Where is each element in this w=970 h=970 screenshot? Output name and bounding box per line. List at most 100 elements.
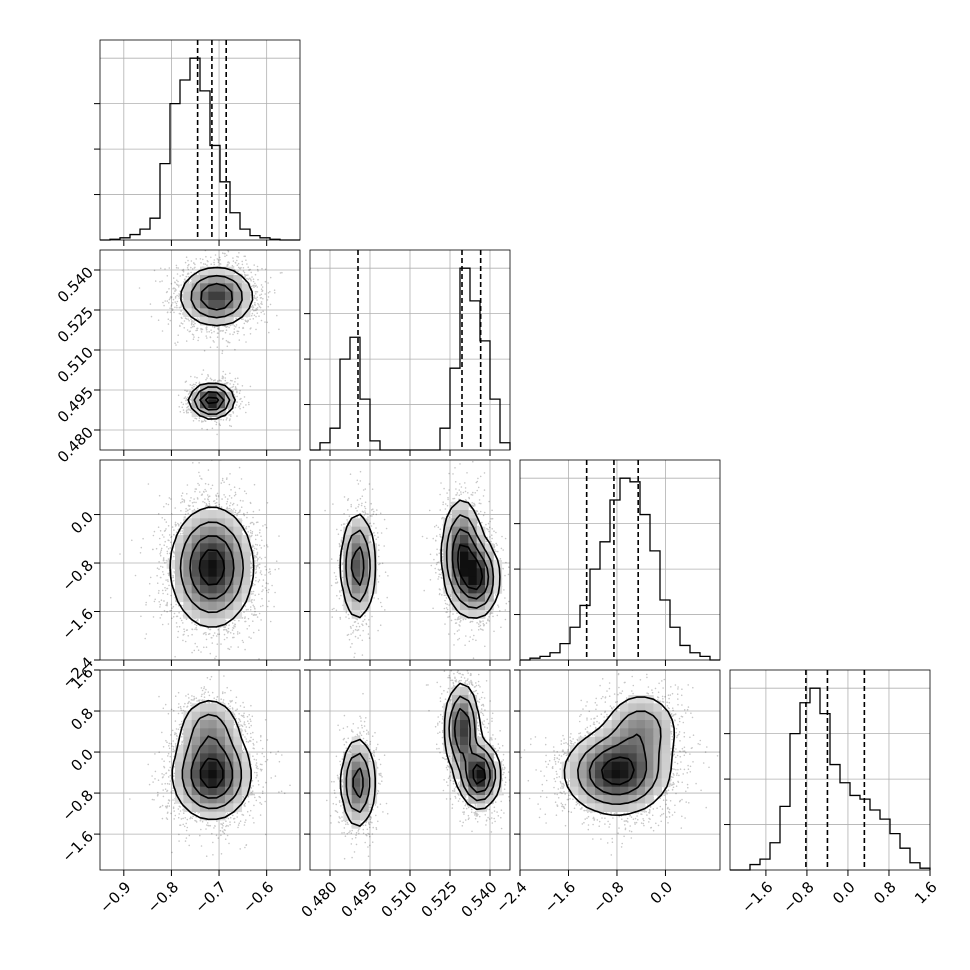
density-cell bbox=[653, 728, 663, 738]
density-cell bbox=[225, 593, 234, 603]
density-cell bbox=[225, 610, 234, 619]
density-cell bbox=[216, 283, 226, 293]
density-contour bbox=[563, 696, 676, 816]
density-cell bbox=[343, 753, 353, 763]
density-contour bbox=[350, 528, 490, 600]
density-cell bbox=[200, 283, 209, 293]
density-cell bbox=[208, 283, 218, 293]
density-cell bbox=[595, 778, 604, 788]
density-cell bbox=[241, 778, 251, 788]
density-cell bbox=[175, 535, 184, 544]
density-cell bbox=[343, 593, 353, 603]
density-cell bbox=[603, 761, 613, 771]
density-cell bbox=[443, 518, 453, 528]
x-tick-label: 0.540 bbox=[458, 878, 501, 921]
density-cell bbox=[191, 728, 201, 738]
density-cell bbox=[233, 543, 243, 553]
density-cell bbox=[661, 711, 671, 721]
density-cell bbox=[368, 585, 378, 594]
histogram-step bbox=[520, 477, 720, 661]
density-cell bbox=[460, 778, 469, 788]
density-cell bbox=[216, 618, 226, 628]
density-cell bbox=[225, 400, 234, 409]
density-cell bbox=[208, 618, 218, 628]
density-cell bbox=[476, 761, 486, 771]
density-cell bbox=[225, 728, 234, 738]
density-cell bbox=[561, 761, 571, 771]
density-cell bbox=[191, 283, 201, 293]
density-cell bbox=[216, 786, 226, 796]
density-cell bbox=[485, 543, 494, 553]
density-cell bbox=[216, 510, 226, 519]
density-contour bbox=[588, 733, 648, 796]
density-cell bbox=[351, 601, 361, 611]
density-cell bbox=[620, 786, 629, 796]
density-cell bbox=[351, 593, 361, 603]
density-cell bbox=[620, 761, 629, 771]
density-cell bbox=[620, 770, 629, 779]
x-tick-label: −0.8 bbox=[779, 878, 817, 916]
density-cell bbox=[175, 568, 184, 578]
density-cell bbox=[451, 593, 461, 603]
density-cell bbox=[468, 518, 478, 528]
density-cell bbox=[468, 778, 478, 788]
density-cell bbox=[360, 770, 369, 779]
density-cell bbox=[225, 551, 234, 561]
density-cell bbox=[645, 753, 654, 763]
density-cell bbox=[183, 601, 193, 611]
y-tick-label: 0.510 bbox=[54, 343, 97, 386]
density-cell bbox=[468, 795, 478, 804]
density-cell bbox=[485, 568, 494, 578]
density-cell bbox=[628, 753, 638, 763]
density-cell bbox=[200, 560, 209, 569]
density-cell bbox=[200, 551, 209, 561]
density-cell bbox=[351, 803, 361, 813]
density-cell bbox=[200, 593, 209, 603]
density-cell bbox=[175, 786, 184, 796]
density-cell bbox=[611, 761, 621, 771]
density-cell bbox=[233, 560, 243, 569]
density-cell bbox=[225, 770, 234, 779]
density-cell bbox=[460, 510, 469, 519]
density-cell bbox=[241, 283, 251, 293]
density-cell bbox=[208, 753, 218, 763]
density-cell bbox=[578, 786, 588, 796]
density-cell bbox=[216, 543, 226, 553]
density-cell bbox=[183, 568, 193, 578]
density-cell bbox=[636, 786, 646, 796]
density-cell bbox=[208, 391, 218, 401]
density-cell bbox=[476, 770, 486, 779]
density-cell bbox=[485, 560, 494, 569]
density-cell bbox=[603, 736, 613, 746]
density-cell bbox=[351, 551, 361, 561]
density-cell bbox=[460, 711, 469, 721]
density-cell bbox=[200, 601, 209, 611]
density-cell bbox=[661, 720, 671, 729]
density-cell bbox=[476, 778, 486, 788]
density-cell bbox=[468, 736, 478, 746]
density-cell bbox=[451, 543, 461, 553]
density-cell bbox=[200, 753, 209, 763]
density-cell bbox=[233, 526, 243, 536]
density-cell bbox=[611, 711, 621, 721]
density-cell bbox=[360, 593, 369, 603]
density-cell bbox=[570, 770, 579, 779]
y-tick-label: 0.8 bbox=[67, 704, 97, 734]
density-cell bbox=[460, 601, 469, 611]
density-cell bbox=[603, 795, 613, 804]
x-tick-label: −0.6 bbox=[239, 878, 277, 916]
density-cell bbox=[451, 770, 461, 779]
density-cell bbox=[586, 753, 596, 763]
density-cell bbox=[636, 720, 646, 729]
y-tick-label: −1.6 bbox=[59, 827, 97, 865]
density-cell bbox=[216, 518, 226, 528]
density-cell bbox=[468, 703, 478, 713]
density-cell bbox=[443, 585, 453, 594]
density-cell bbox=[216, 576, 226, 586]
density-cell bbox=[233, 300, 243, 309]
density-cell bbox=[208, 316, 218, 326]
density-cell bbox=[468, 551, 478, 561]
density-cell bbox=[225, 786, 234, 796]
density-cell bbox=[368, 560, 378, 569]
x-tick-label: 0.510 bbox=[378, 878, 421, 921]
